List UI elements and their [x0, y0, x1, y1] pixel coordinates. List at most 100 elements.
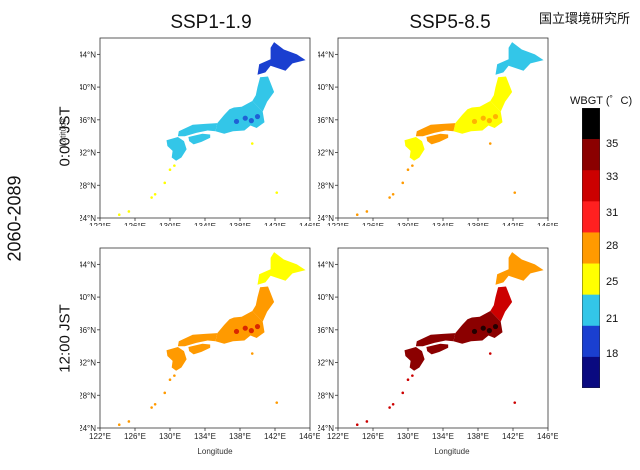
- lon-tick-label: 146°E: [299, 222, 320, 226]
- map-island: [355, 213, 359, 217]
- map-island: [365, 210, 369, 213]
- map-island: [168, 168, 172, 172]
- lat-tick-label: 28°N: [80, 181, 96, 190]
- map-region-hokkaido: [495, 42, 544, 75]
- map-region-west: [177, 333, 218, 347]
- colorbar-swatch: [582, 232, 600, 264]
- lon-tick-label: 122°E: [327, 432, 349, 441]
- lon-tick-label: 130°E: [397, 432, 419, 441]
- map-island: [275, 191, 279, 194]
- colorbar-label-18: 18: [606, 348, 619, 360]
- map-island: [173, 164, 176, 167]
- lat-tick-label: 36°N: [80, 116, 96, 125]
- lon-tick-label: 130°E: [159, 222, 181, 226]
- colorbar-swatch: [582, 263, 600, 295]
- map-panel-ssp585-midnight: 24°N 28°N 32°N 36°N 40°N 44°N 122°E 126°E 130°E 1…: [318, 37, 558, 226]
- map-island: [150, 406, 153, 409]
- map-island: [406, 168, 410, 172]
- map-hot-patch: [492, 323, 499, 330]
- map-island: [127, 210, 131, 213]
- map-region-shikoku: [188, 133, 211, 145]
- map-island: [117, 423, 121, 427]
- lat-tick-label: 24°N: [80, 214, 96, 223]
- map-island: [391, 402, 395, 406]
- map-region-shikoku: [426, 133, 449, 145]
- map-region-hokkaido: [257, 252, 306, 285]
- colorbar-label-31: 31: [606, 207, 619, 219]
- lon-tick-label: 146°E: [537, 222, 558, 226]
- map-region-west: [415, 123, 456, 137]
- colorbar-label-28: 28: [606, 240, 619, 252]
- lon-tick-label: 122°E: [89, 222, 111, 226]
- lon-tick-label: 138°E: [467, 432, 489, 441]
- map-hot-patch: [492, 113, 499, 120]
- map-hot-patch: [233, 328, 240, 335]
- map-island: [173, 374, 176, 377]
- lon-tick-label: 130°E: [397, 222, 419, 226]
- lat-tick-label: 28°N: [318, 391, 334, 400]
- lon-tick-label: 146°E: [299, 432, 320, 441]
- map-panel-ssp585-noon: 24°N 28°N 32°N 36°N 40°N 44°N 122°E 126°E 130°E 1…: [318, 247, 558, 441]
- lon-tick-label: 126°E: [362, 432, 384, 441]
- x-axis-title-right: Longitude: [434, 447, 470, 456]
- map-island: [401, 391, 405, 395]
- column-title-ssp585: SSP5-8.5: [409, 12, 491, 33]
- map-hot-patch: [242, 115, 248, 121]
- map-island: [150, 196, 153, 199]
- colorbar: [582, 108, 600, 388]
- lon-tick-label: 134°E: [432, 432, 454, 441]
- map-region-tohoku: [252, 286, 275, 322]
- lat-tick-label: 24°N: [80, 424, 96, 433]
- map-panel-ssp119-midnight: 24°N 28°N 32°N 36°N 40°N 44°N 122°E 126°E 130°E 1…: [80, 37, 320, 226]
- lon-tick-label: 122°E: [89, 432, 111, 441]
- map-region-shikoku: [188, 343, 211, 355]
- colorbar-swatch: [582, 139, 600, 171]
- lon-tick-label: 134°E: [194, 432, 216, 441]
- lat-tick-label: 32°N: [80, 149, 96, 158]
- lon-tick-label: 146°E: [537, 432, 558, 441]
- colorbar-swatch: [582, 170, 600, 202]
- map-region-kyushu: [404, 347, 425, 371]
- map-island: [488, 352, 492, 355]
- institute-label: 国立環境研究所: [538, 11, 630, 26]
- lon-tick-label: 122°E: [327, 222, 349, 226]
- map-region-central: [215, 311, 265, 344]
- map-region-tohoku: [490, 76, 513, 112]
- map-hot-patch: [471, 328, 478, 335]
- map-island: [365, 420, 369, 423]
- map-hot-patch: [254, 323, 261, 330]
- map-hot-patch: [486, 328, 492, 334]
- map-hot-patch: [248, 118, 254, 124]
- map-hot-patch: [480, 115, 486, 121]
- map-island: [250, 352, 254, 355]
- colorbar-swatch: [582, 294, 600, 327]
- map-hot-patch: [242, 325, 248, 331]
- map-region-central: [215, 101, 265, 134]
- map-island: [411, 164, 414, 167]
- lon-tick-label: 138°E: [229, 432, 251, 441]
- lon-tick-label: 142°E: [264, 432, 286, 441]
- map-hot-patch: [471, 118, 478, 125]
- lat-tick-label: 28°N: [318, 181, 334, 190]
- lat-tick-label: 40°N: [80, 293, 96, 302]
- map-region-shikoku: [426, 343, 449, 355]
- map-region-west: [177, 123, 218, 137]
- colorbar-label-25: 25: [606, 276, 619, 288]
- lat-tick-label: 44°N: [80, 50, 96, 59]
- lat-tick-label: 36°N: [318, 116, 334, 125]
- map-hot-patch: [248, 328, 254, 334]
- map-region-hokkaido: [495, 252, 544, 285]
- lat-tick-label: 40°N: [80, 83, 96, 92]
- lat-tick-label: 44°N: [318, 260, 334, 269]
- map-island: [168, 378, 172, 382]
- map-hot-patch: [480, 325, 486, 331]
- lon-tick-label: 142°E: [502, 222, 524, 226]
- y-axis-title-row1: Latitude: [58, 118, 68, 147]
- lat-tick-label: 32°N: [318, 359, 334, 368]
- lat-tick-label: 28°N: [80, 391, 96, 400]
- map-island: [250, 142, 254, 145]
- colorbar-swatch: [582, 325, 600, 358]
- lon-tick-label: 134°E: [432, 222, 454, 226]
- lat-tick-label: 36°N: [80, 326, 96, 335]
- map-region-central: [453, 101, 503, 134]
